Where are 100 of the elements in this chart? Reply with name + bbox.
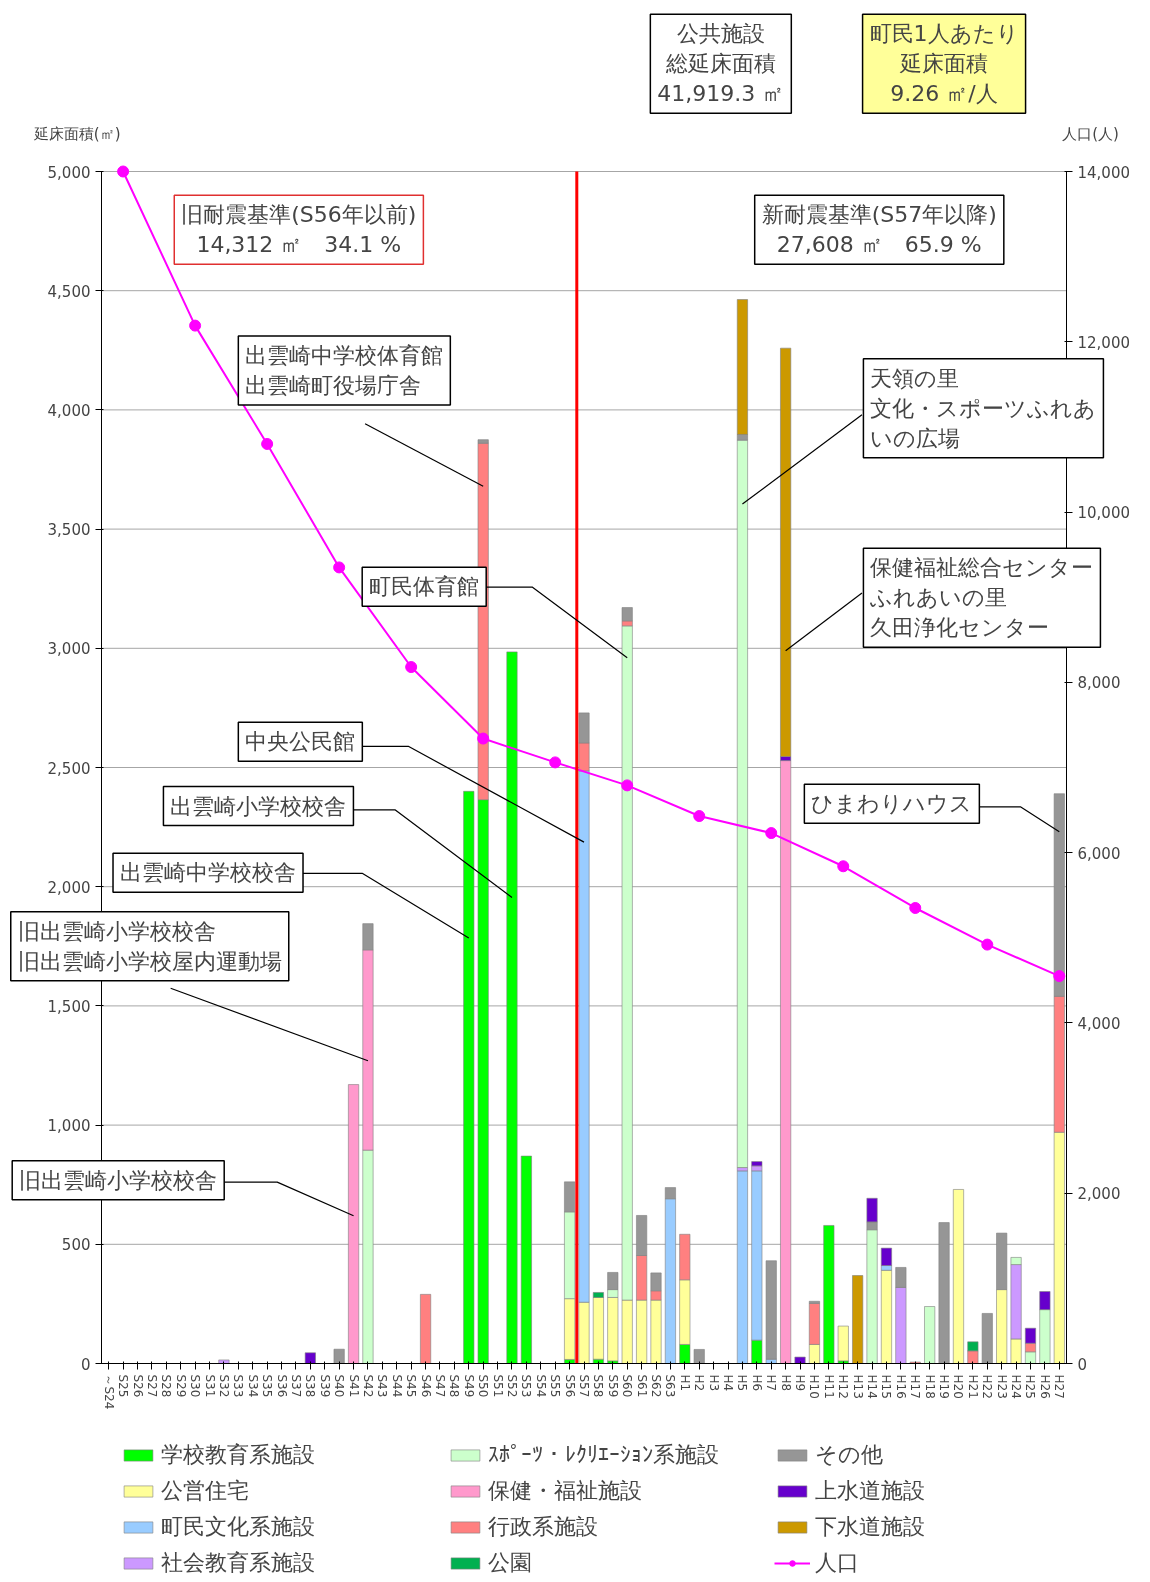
y2-tick-label: 14,000 (1077, 163, 1130, 182)
annotation: 出雲崎中学校校舎 (120, 860, 297, 886)
x-tick-label: S42 (360, 1374, 375, 1398)
y-tick-label: 4,000 (47, 401, 91, 420)
x-tick-label: S31 (202, 1374, 217, 1398)
x-tick-label: H6 (749, 1374, 764, 1392)
annotation: 新耐震基準(S57年以降) 27,608 ㎡ 65.9 % (761, 202, 997, 258)
text: 公共施設総延床面積41,919.3 ㎡ (657, 21, 785, 107)
legend-label: 公営住宅 (161, 1477, 250, 1505)
y2-tick-label: 2,000 (1077, 1185, 1121, 1204)
y-tick-label: 1,000 (47, 1117, 91, 1136)
annotation: 出雲崎小学校校舎 (170, 793, 347, 819)
x-tick-label: H1 (677, 1374, 692, 1392)
x-tick-label: S26 (130, 1374, 145, 1398)
x-tick-label: S46 (418, 1374, 433, 1398)
x-tick-label: S55 (548, 1374, 563, 1398)
legend-label: 人口 (815, 1549, 860, 1577)
x-tick-label: S62 (649, 1374, 664, 1398)
x-tick-label: H23 (994, 1374, 1009, 1399)
x-tick-label: S48 (447, 1374, 462, 1398)
x-tick-label: S34 (245, 1374, 260, 1398)
annotation: 旧出雲崎小学校校舎旧出雲崎小学校屋内運動場 (17, 918, 282, 974)
y-axis-title: 延床面積(㎡) (32, 124, 121, 143)
annotation: ひまわりハウス (811, 791, 973, 817)
x-tick-label: S56 (562, 1374, 577, 1398)
y2-tick-label: 4,000 (1077, 1014, 1121, 1033)
y2-axis-title: 人口(人) (1062, 124, 1119, 143)
y-tick-label: 4,500 (47, 282, 91, 301)
x-tick-label: H8 (778, 1374, 793, 1392)
x-tick-label: S51 (490, 1374, 505, 1398)
y2-tick-label: 8,000 (1077, 674, 1121, 693)
x-tick-label: H18 (922, 1374, 937, 1399)
y2-tick-label: 12,000 (1077, 333, 1130, 352)
x-tick-label: S39 (317, 1374, 332, 1398)
text: 町民1人あたり延床面積9.26 ㎡/人 (869, 21, 1019, 107)
legend-label: 町民文化系施設 (161, 1513, 316, 1541)
x-tick-label: H11 (821, 1374, 836, 1399)
annotation: 天領の里文化・スポーツふれあいの広場 (870, 365, 1097, 451)
x-tick-label: S49 (461, 1374, 476, 1398)
x-tick-label: S37 (288, 1374, 303, 1398)
x-tick-label: S57 (577, 1374, 591, 1398)
legend-label: 社会教育系施設 (161, 1549, 316, 1577)
x-tick-label: H17 (908, 1374, 923, 1399)
x-tick-label: H26 (1037, 1374, 1052, 1399)
x-tick-label: S41 (346, 1374, 361, 1398)
x-tick-label: H2 (692, 1374, 707, 1392)
y-tick-label: 2,500 (47, 759, 91, 778)
y2-tick-label: 10,000 (1077, 504, 1130, 523)
x-tick-label: H4 (721, 1374, 736, 1392)
x-tick-label: H21 (965, 1374, 980, 1399)
legend-label: 学校教育系施設 (161, 1441, 316, 1469)
x-tick-label: S35 (260, 1374, 275, 1398)
y-tick-label: 3,500 (47, 521, 91, 540)
y-tick-label: 0 (80, 1355, 91, 1374)
x-tick-label: H24 (1009, 1374, 1024, 1399)
annotation: 町民体育館 (369, 574, 480, 600)
x-tick-label: S59 (605, 1374, 620, 1398)
x-tick-label: S53 (519, 1374, 534, 1398)
x-tick-label: H10 (807, 1374, 822, 1399)
annotation: 保健福祉総合センターふれあいの里久田浄化センター (869, 555, 1094, 641)
y2-tick-label: 0 (1077, 1355, 1088, 1374)
x-tick-label: S36 (274, 1374, 289, 1398)
x-tick-label: S61 (634, 1374, 649, 1398)
x-tick-label: H20 (951, 1374, 966, 1399)
legend-label: 上水道施設 (815, 1477, 926, 1505)
y-tick-label: 3,000 (47, 640, 91, 659)
x-tick-label: H27 (1052, 1374, 1067, 1399)
y-tick-label: 5,000 (47, 163, 91, 182)
x-tick-label: S63 (663, 1374, 678, 1398)
x-tick-label: S58 (591, 1374, 606, 1398)
x-tick-label: S52 (504, 1374, 519, 1398)
x-tick-label: S30 (188, 1374, 203, 1398)
x-tick-label: S44 (389, 1374, 404, 1398)
y-tick-label: 2,000 (47, 878, 91, 897)
x-tick-label: S28 (159, 1374, 174, 1398)
x-tick-label: ～S24 (101, 1374, 116, 1410)
x-tick-label: S45 (404, 1374, 419, 1398)
y-tick-label: 1,500 (47, 997, 91, 1016)
y-tick-label: 500 (61, 1236, 91, 1255)
x-tick-label: H9 (793, 1374, 808, 1392)
x-tick-label: H19 (937, 1374, 952, 1399)
x-tick-label: H12 (836, 1374, 851, 1399)
legend-label: 行政系施設 (488, 1513, 599, 1541)
y2-tick-label: 6,000 (1077, 844, 1121, 863)
x-tick-label: S27 (144, 1374, 159, 1398)
x-tick-label: H25 (1023, 1374, 1038, 1399)
x-tick-label: H15 (879, 1374, 894, 1399)
legend-label: その他 (815, 1441, 884, 1469)
x-tick-label: S54 (533, 1374, 548, 1398)
x-tick-label: S40 (332, 1374, 347, 1398)
x-tick-label: H3 (706, 1374, 721, 1392)
x-tick-label: S25 (116, 1374, 131, 1398)
x-tick-label: S50 (476, 1374, 491, 1398)
x-tick-label: H16 (893, 1374, 908, 1399)
x-tick-label: S60 (620, 1374, 635, 1398)
annotation: 旧出雲崎小学校校舎 (19, 1167, 218, 1193)
annotation: 出雲崎中学校体育館出雲崎町役場庁舎 (245, 343, 444, 398)
x-tick-label: H22 (980, 1374, 995, 1399)
x-tick-label: S29 (173, 1374, 188, 1398)
x-tick-label: H7 (764, 1374, 779, 1392)
